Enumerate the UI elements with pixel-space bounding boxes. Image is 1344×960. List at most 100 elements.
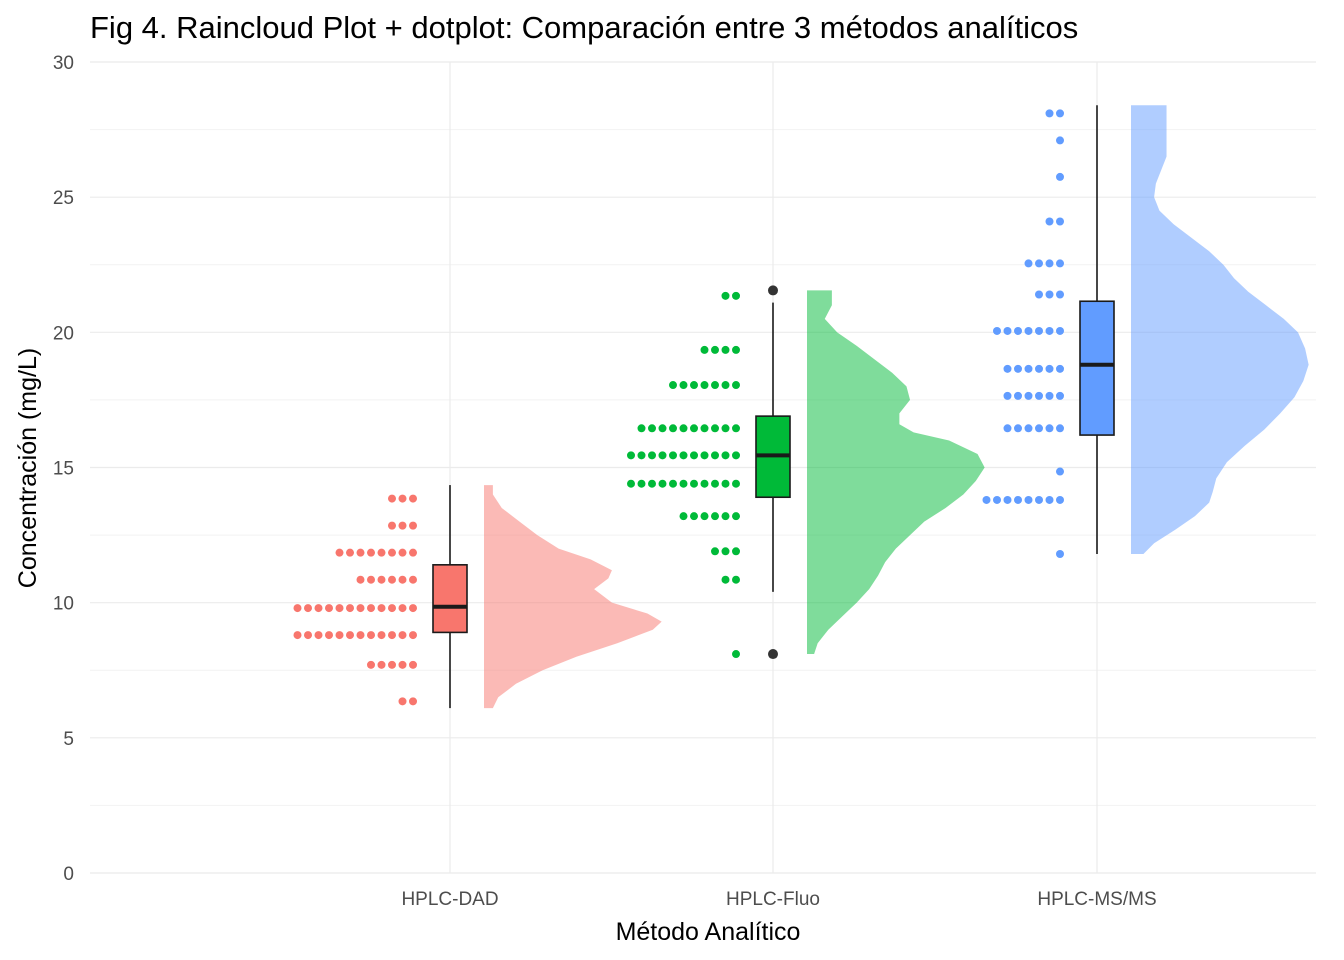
data-dot	[356, 575, 365, 584]
y-axis-title: Concentración (mg/L)	[14, 348, 42, 588]
data-dot	[669, 479, 677, 488]
data-dot	[1003, 391, 1012, 400]
data-dot	[325, 604, 333, 613]
data-dot	[627, 451, 635, 460]
data-dot	[1024, 326, 1033, 335]
data-dot	[335, 548, 344, 557]
data-dot	[721, 575, 730, 584]
data-dot	[409, 494, 417, 503]
data-dot	[1045, 217, 1054, 226]
data-dot	[732, 547, 740, 556]
data-dot	[335, 631, 344, 640]
data-dot	[1024, 364, 1033, 373]
data-dot	[700, 345, 709, 354]
data-dot	[1045, 495, 1054, 504]
y-tick-label: 25	[53, 188, 74, 209]
data-dot	[637, 424, 646, 433]
axis-layer: 0 5 10 15 20 25 30 HPLC-DAD HPLC-Fluo HPLC-MS/MS	[53, 53, 1157, 910]
data-dot	[732, 451, 740, 460]
data-dot	[367, 575, 375, 584]
data-dot	[669, 424, 677, 433]
data-dot	[367, 548, 375, 557]
data-dot	[398, 494, 407, 503]
data-dot	[1035, 326, 1043, 335]
data-dot	[398, 660, 407, 669]
data-dot	[409, 521, 417, 530]
data-dot	[398, 575, 407, 584]
data-dot	[1045, 424, 1054, 433]
box	[1079, 300, 1115, 436]
data-dot	[721, 547, 730, 556]
data-dot	[356, 631, 365, 640]
data-dot	[690, 512, 698, 521]
data-dot	[1056, 467, 1064, 476]
data-dot	[1056, 391, 1064, 400]
data-dot	[409, 697, 417, 706]
data-dot	[367, 660, 375, 669]
data-dot	[711, 479, 719, 488]
data-dot	[1056, 290, 1064, 299]
data-dot	[367, 631, 375, 640]
series-group	[982, 105, 1309, 559]
data-dot	[1056, 109, 1064, 118]
data-dot	[721, 512, 730, 521]
data-dot	[637, 479, 646, 488]
data-dot	[314, 631, 323, 640]
data-dot	[388, 660, 396, 669]
data-dot	[409, 660, 417, 669]
data-dot	[711, 381, 719, 390]
data-dot	[398, 697, 407, 706]
data-dot	[711, 512, 719, 521]
data-dot	[732, 479, 740, 488]
data-dot	[658, 424, 667, 433]
y-tick-label: 15	[53, 459, 74, 480]
data-dot	[1035, 364, 1043, 373]
data-dot	[637, 451, 646, 460]
data-dot	[409, 548, 417, 557]
outlier-point	[768, 285, 778, 296]
data-dot	[377, 548, 386, 557]
y-tick-label: 0	[63, 864, 74, 885]
data-dot	[993, 495, 1001, 504]
data-dot	[1056, 364, 1064, 373]
data-dot	[658, 451, 667, 460]
density-cloud	[1131, 105, 1309, 555]
data-dot	[1014, 364, 1022, 373]
data-dot	[669, 451, 677, 460]
data-dot	[398, 604, 407, 613]
data-dot	[711, 451, 719, 460]
y-tick-label: 5	[63, 729, 74, 750]
data-dot	[1024, 391, 1033, 400]
x-tick-label: HPLC-DAD	[401, 889, 498, 910]
data-dot	[388, 575, 396, 584]
data-dot	[993, 326, 1001, 335]
series-group	[293, 485, 662, 709]
y-tick-label: 10	[53, 594, 74, 615]
chart-title: Fig 4. Raincloud Plot + dotplot: Compara…	[90, 10, 1079, 45]
data-dot	[700, 381, 709, 390]
data-dot	[732, 512, 740, 521]
data-dot	[1003, 326, 1012, 335]
data-dot	[409, 575, 417, 584]
data-dot	[721, 345, 730, 354]
data-dot	[1014, 424, 1022, 433]
data-dot	[1045, 364, 1054, 373]
data-dot	[388, 521, 396, 530]
data-dot	[711, 345, 719, 354]
data-dot	[1024, 424, 1033, 433]
data-dot	[1045, 391, 1054, 400]
data-dot	[356, 604, 365, 613]
data-dot	[1024, 259, 1033, 268]
data-dot	[388, 604, 396, 613]
data-dot	[377, 631, 386, 640]
data-dot	[732, 345, 740, 354]
data-dot	[1056, 217, 1064, 226]
data-dot	[679, 512, 688, 521]
data-dot	[721, 381, 730, 390]
box	[432, 564, 468, 634]
marks-layer	[293, 105, 1309, 709]
data-dot	[658, 479, 667, 488]
data-dot	[304, 631, 312, 640]
x-tick-label: HPLC-Fluo	[726, 889, 820, 910]
